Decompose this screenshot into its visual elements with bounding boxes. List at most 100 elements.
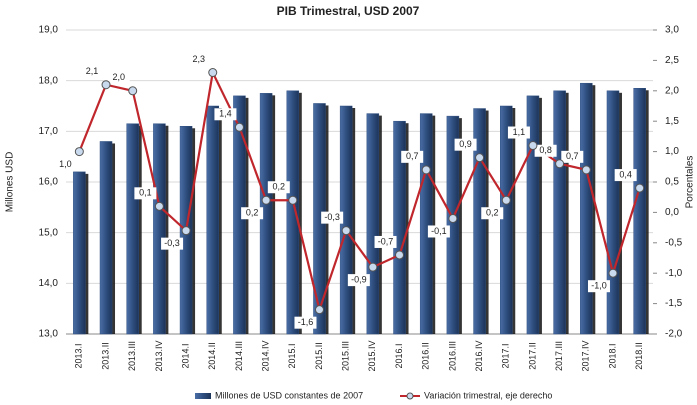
marker (154, 201, 164, 211)
marker (555, 159, 565, 169)
marker (528, 141, 538, 151)
label-box (374, 235, 397, 248)
y2-tick-label: 1,0 (665, 146, 679, 157)
y2-axis-label: Porcentales (685, 156, 696, 209)
data-label: 0,2 (273, 182, 286, 192)
legend-label: Millones de USD constantes de 2007 (215, 390, 363, 400)
x-tick-label: 2016.II (421, 342, 431, 370)
y2-tick-label: 2,5 (665, 55, 679, 66)
y-tick-label: 18,0 (39, 75, 59, 86)
bar (500, 105, 513, 335)
x-tick-label: 2015.IV (367, 340, 377, 371)
x-tick-label: 2015.I (287, 343, 297, 368)
marker (501, 195, 511, 205)
bar (153, 123, 166, 335)
marker (608, 268, 618, 278)
label-box (267, 181, 290, 194)
x-tick-label: 2014.IV (260, 340, 270, 371)
label-box (534, 144, 557, 157)
marker (475, 153, 485, 163)
label-box (454, 138, 477, 151)
x-tick-label: 2017.III (554, 341, 564, 371)
marker (395, 250, 405, 260)
bar (73, 171, 86, 335)
data-label: 2,3 (192, 54, 205, 64)
data-label: -0,7 (378, 236, 394, 246)
y-tick-label: 16,0 (39, 177, 59, 188)
legend-marker (406, 392, 414, 400)
data-label: 0,8 (539, 145, 552, 155)
data-label: 1,4 (219, 109, 232, 119)
bar (366, 113, 380, 335)
marker (448, 213, 458, 223)
data-label: 0,2 (486, 208, 499, 218)
label-box (214, 108, 237, 121)
y-tick-label: 15,0 (39, 227, 59, 238)
y-tick-label: 14,0 (39, 278, 59, 289)
label-box (481, 207, 504, 220)
label-box (347, 274, 370, 287)
legend-label: Variación trimestral, eje derecho (424, 390, 552, 400)
label-box (187, 53, 210, 66)
bar (286, 90, 300, 335)
y2-tick-label: -2,0 (665, 329, 683, 340)
y-tick-label: 13,0 (39, 329, 59, 340)
data-label: 2,0 (112, 72, 125, 82)
bar (206, 105, 219, 335)
marker (421, 165, 431, 175)
data-label: 0,4 (619, 169, 632, 179)
label-box (54, 158, 77, 171)
data-label: 0,7 (406, 151, 419, 161)
label-box (507, 126, 530, 139)
x-tick-label: 2013.II (100, 342, 110, 370)
marker (288, 195, 298, 205)
bar (446, 115, 460, 335)
marker (341, 226, 351, 236)
marker (635, 183, 645, 193)
bar (580, 82, 593, 335)
x-tick-label: 2014.II (207, 342, 217, 370)
label-box (614, 169, 637, 182)
bar (126, 123, 139, 335)
data-label: -1,6 (298, 317, 314, 327)
y2-tick-label: -1,0 (665, 268, 683, 279)
y2-tick-label: -1,5 (665, 298, 683, 309)
marker (101, 80, 111, 90)
label-box (161, 237, 184, 250)
data-label: -0,1 (431, 226, 447, 236)
data-label: -0,3 (164, 238, 180, 248)
x-tick-label: 2017.II (527, 342, 537, 370)
x-tick-label: 2017.I (501, 343, 511, 368)
data-label: 0,7 (566, 151, 579, 161)
y2-tick-label: 1,5 (665, 116, 679, 127)
marker (234, 122, 244, 132)
label-box (134, 187, 157, 200)
data-label: -0,9 (351, 274, 367, 284)
y2-tick-label: 0,5 (665, 177, 679, 188)
label-box (294, 316, 317, 329)
marker (368, 262, 378, 272)
label-box (401, 150, 424, 163)
marker (581, 165, 591, 175)
y-axis-label: Millones USD (5, 152, 16, 213)
bar (99, 141, 113, 335)
label-box (81, 65, 104, 78)
y-tick-label: 19,0 (39, 25, 59, 36)
legend-swatch (195, 393, 211, 399)
data-label: -0,3 (324, 212, 340, 222)
marker (261, 195, 271, 205)
data-label: 1,0 (59, 159, 72, 169)
x-tick-label: 2017.IV (581, 340, 591, 371)
bar (553, 90, 566, 335)
x-tick-label: 2013.I (74, 343, 84, 368)
x-tick-label: 2013.III (127, 341, 137, 371)
marker (181, 226, 191, 236)
x-tick-label: 2014.I (180, 343, 190, 368)
x-tick-label: 2015.II (314, 342, 324, 370)
bar (606, 90, 620, 335)
x-tick-label: 2015.III (341, 341, 351, 371)
label-box (107, 71, 130, 84)
x-tick-label: 2018.II (634, 342, 644, 370)
x-tick-label: 2016.IV (474, 340, 484, 371)
